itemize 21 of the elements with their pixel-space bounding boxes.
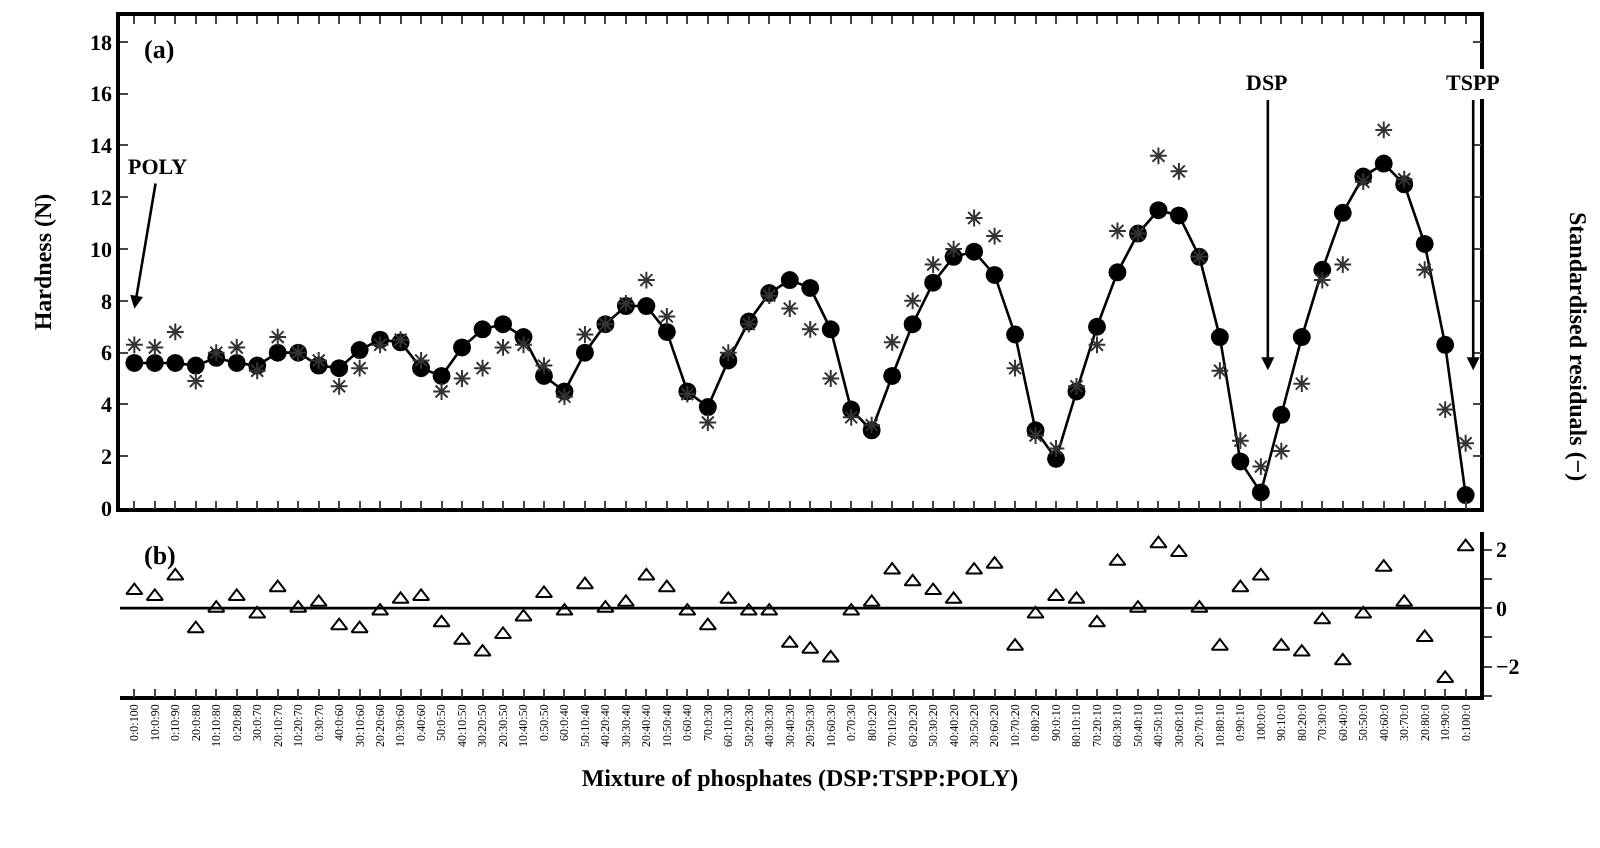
y-tick-label: 0 — [101, 497, 114, 522]
y-tick-label: 16 — [90, 83, 114, 108]
y-tick-label: 4 — [101, 394, 114, 419]
y-tick-label: 10 — [90, 238, 114, 263]
y-tick-label: 18 — [90, 31, 114, 56]
x-axis-title: Mixture of phosphates (DSP:TSPP:POLY) — [581, 763, 1019, 792]
annotation: DSP — [1246, 72, 1289, 96]
y2-tick-label: 0 — [1495, 597, 1508, 622]
y-tick-label: 14 — [90, 135, 114, 160]
annotation: (a) — [144, 34, 175, 64]
y-tick-label: 6 — [101, 342, 114, 367]
annotation: TSPP — [1446, 72, 1501, 96]
y-tick-label: 8 — [101, 290, 114, 315]
annotation: POLY — [128, 156, 188, 180]
y2-tick-label: 2 — [1495, 539, 1508, 564]
y-tick-label: 12 — [90, 186, 114, 211]
annotation: (b) — [144, 540, 176, 570]
y2-axis-title: Standardised residuals (−) — [1562, 212, 1592, 482]
y-axis-title: Hardness (N) — [29, 193, 57, 331]
y2-tick-label: −2 — [1495, 656, 1521, 681]
y-tick-label: 2 — [101, 445, 114, 470]
